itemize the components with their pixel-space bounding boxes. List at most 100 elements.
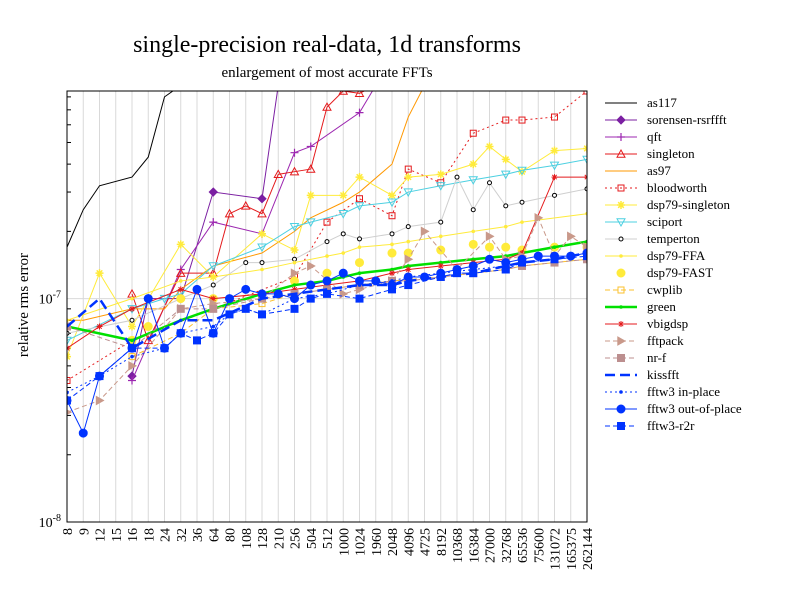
x-tick-label: 36: [191, 528, 206, 542]
data-point: [549, 161, 560, 171]
data-point: [436, 170, 445, 179]
data-point: [322, 102, 332, 111]
data-point: [618, 321, 624, 327]
data-point: [438, 260, 443, 265]
data-point: [518, 258, 526, 267]
data-point: [390, 242, 394, 247]
legend-label: dsp79-FAST: [647, 265, 713, 280]
data-point: [390, 267, 394, 272]
data-point: [405, 266, 412, 273]
data-point: [130, 354, 134, 359]
data-point: [176, 294, 186, 304]
data-point: [325, 254, 329, 258]
data-point: [176, 240, 185, 249]
data-point: [501, 258, 511, 268]
data-point: [67, 396, 71, 405]
x-tick-label: 1960: [370, 528, 385, 556]
data-point: [338, 209, 349, 219]
data-point: [619, 390, 623, 394]
legend-item: sciport: [605, 214, 683, 229]
legend-label: fftw3 in-place: [647, 384, 720, 399]
tick-labels: 8 9 12 15 16 18 24 32 36 64 80 108 128 210 256 504 512 10…: [39, 290, 596, 570]
legend-item: fftw3 in-place: [605, 384, 720, 399]
x-tick-label: 256: [289, 528, 304, 549]
data-point: [388, 212, 396, 220]
data-point: [617, 422, 625, 430]
data-point: [388, 285, 396, 294]
data-point: [517, 166, 527, 176]
legend-label: green: [647, 299, 676, 314]
data-point: [357, 245, 362, 249]
data-point: [356, 195, 363, 203]
data-point: [258, 310, 266, 319]
data-point: [357, 271, 362, 275]
x-tick-label: 504: [305, 528, 320, 549]
x-tick-label: 9: [77, 528, 92, 535]
data-point: [259, 260, 265, 266]
data-point: [436, 272, 445, 281]
legend-label: fftpack: [647, 333, 684, 348]
data-point: [292, 283, 297, 287]
data-point: [485, 242, 494, 252]
data-point: [501, 265, 510, 274]
data-point: [403, 188, 414, 198]
data-point: [322, 276, 332, 286]
data-point: [128, 361, 138, 371]
chart-subtitle: enlargement of most accurate FFTs: [221, 65, 432, 81]
data-point: [273, 169, 284, 179]
data-point: [274, 81, 282, 89]
data-point: [469, 160, 478, 169]
data-point: [290, 304, 299, 313]
data-point: [257, 289, 267, 299]
data-point: [67, 336, 72, 346]
x-tick-label: 8192: [435, 528, 450, 556]
data-point: [225, 310, 234, 319]
data-point: [520, 220, 524, 224]
data-point: [243, 260, 249, 266]
x-tick-label: 8: [61, 528, 76, 535]
data-point: [306, 294, 315, 303]
legend-label: kissfft: [647, 367, 680, 382]
data-point: [501, 242, 511, 252]
x-tick-label: 108: [240, 528, 255, 549]
x-tick-label: 32: [175, 528, 190, 542]
x-tick-label: 80: [224, 528, 239, 542]
x-tick-label: 27000: [484, 528, 499, 563]
series-line: [67, 251, 587, 350]
series-fftw3-r2r: [67, 252, 587, 405]
x-tick-label: 512: [321, 528, 336, 549]
data-point: [307, 261, 316, 271]
x-tick-label: 128: [256, 528, 271, 549]
data-point: [551, 174, 558, 181]
data-point: [209, 329, 218, 338]
data-point: [210, 282, 216, 288]
data-point: [404, 173, 413, 182]
data-point: [143, 335, 154, 345]
x-tick-label: 2048: [386, 528, 401, 556]
data-point: [143, 294, 153, 304]
legend-item: dsp79-singleton: [605, 197, 731, 212]
data-point: [129, 305, 135, 312]
data-point: [550, 146, 559, 155]
data-point: [128, 344, 136, 353]
data-point: [128, 322, 136, 331]
data-point: [355, 258, 364, 268]
series-temperton: [67, 174, 587, 336]
data-point: [371, 276, 381, 286]
series-dsp79-ffa: [67, 211, 587, 323]
x-tick-label: 4725: [419, 528, 434, 556]
data-point: [387, 198, 397, 208]
data-point: [616, 115, 626, 125]
legend-item: cwplib: [605, 282, 682, 297]
data-point: [453, 269, 461, 278]
data-point: [193, 336, 201, 345]
series-as117: [67, 91, 174, 248]
data-point: [176, 304, 185, 313]
legend-label: fftw3-r2r: [647, 418, 695, 433]
grid: [66, 91, 588, 522]
data-point: [211, 275, 216, 279]
data-point: [209, 304, 218, 313]
data-point: [389, 231, 395, 237]
data-point: [551, 113, 558, 121]
plot-area: [67, 81, 587, 438]
